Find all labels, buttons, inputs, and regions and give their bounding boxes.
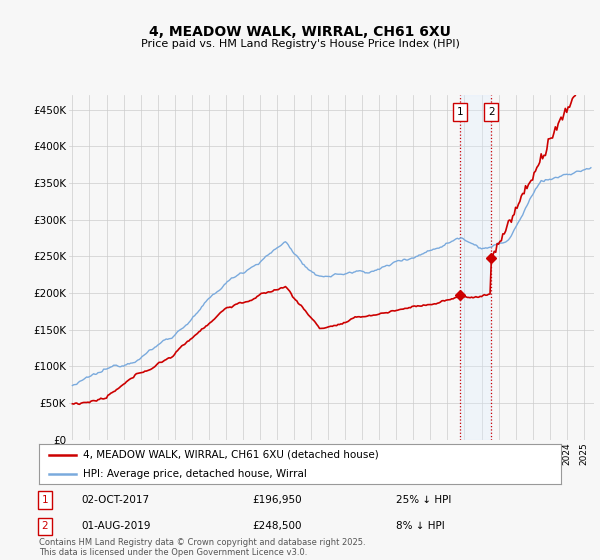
Text: 25% ↓ HPI: 25% ↓ HPI xyxy=(396,495,451,505)
Text: 01-AUG-2019: 01-AUG-2019 xyxy=(81,521,151,531)
Text: 4, MEADOW WALK, WIRRAL, CH61 6XU: 4, MEADOW WALK, WIRRAL, CH61 6XU xyxy=(149,25,451,39)
Bar xyxy=(460,95,491,440)
Text: £248,500: £248,500 xyxy=(252,521,302,531)
Text: Price paid vs. HM Land Registry's House Price Index (HPI): Price paid vs. HM Land Registry's House … xyxy=(140,39,460,49)
Text: 4, MEADOW WALK, WIRRAL, CH61 6XU (detached house): 4, MEADOW WALK, WIRRAL, CH61 6XU (detach… xyxy=(83,450,379,460)
Text: 1: 1 xyxy=(41,495,49,505)
Text: 8% ↓ HPI: 8% ↓ HPI xyxy=(396,521,445,531)
Text: 02-OCT-2017: 02-OCT-2017 xyxy=(81,495,149,505)
Text: £196,950: £196,950 xyxy=(252,495,302,505)
Text: 2: 2 xyxy=(488,107,495,117)
Text: 1: 1 xyxy=(457,107,464,117)
Text: Contains HM Land Registry data © Crown copyright and database right 2025.
This d: Contains HM Land Registry data © Crown c… xyxy=(39,538,365,557)
Text: HPI: Average price, detached house, Wirral: HPI: Average price, detached house, Wirr… xyxy=(83,469,307,478)
Text: 2: 2 xyxy=(41,521,49,531)
